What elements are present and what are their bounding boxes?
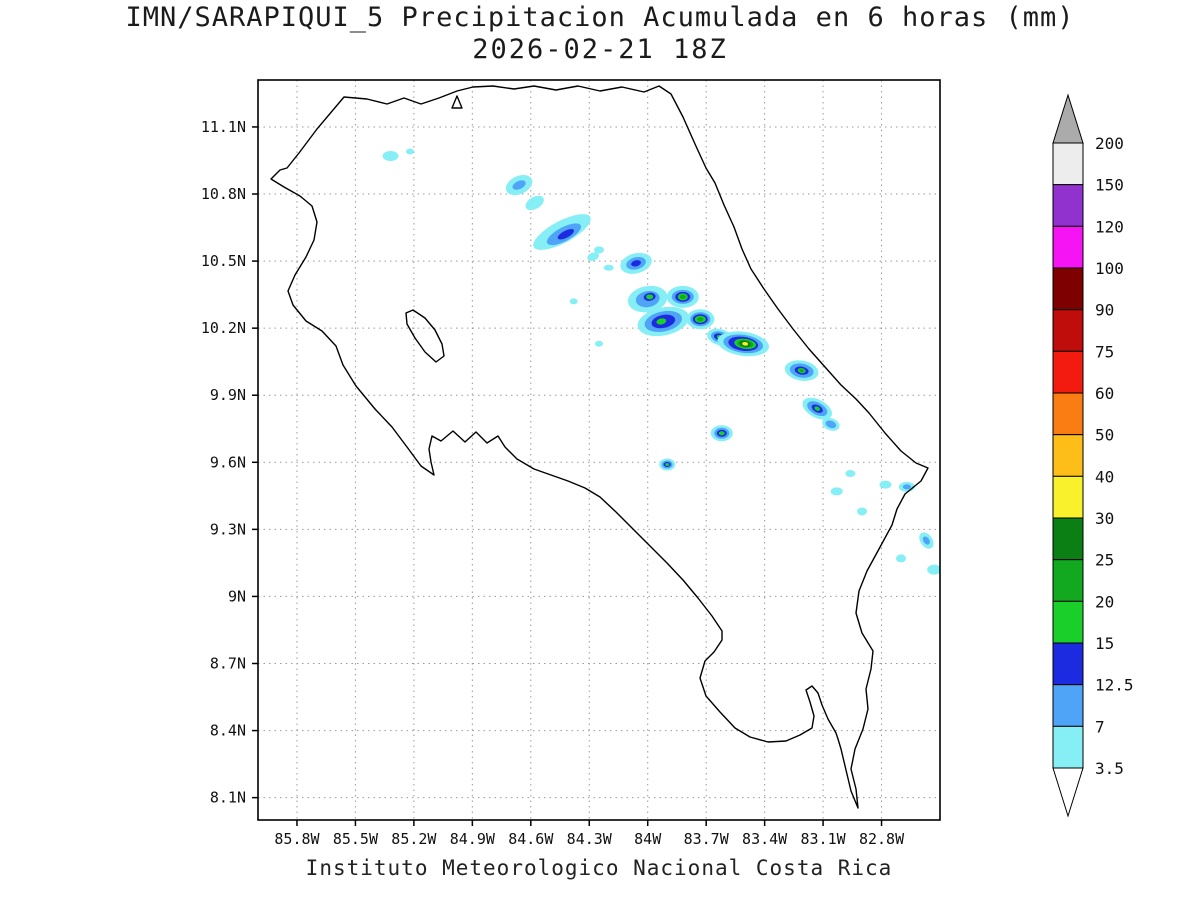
y-tick-label: 9.9N — [210, 386, 246, 404]
colorbar-label: 150 — [1095, 176, 1124, 195]
colorbar-label: 20 — [1095, 592, 1114, 611]
x-tick-label: 83.1W — [801, 830, 847, 848]
precip-cell — [665, 463, 669, 466]
x-tick-label: 83.7W — [684, 830, 730, 848]
colorbar-label: 90 — [1095, 301, 1114, 320]
x-tick-label: 84W — [634, 830, 662, 848]
map-canvas: 85.8W 85.5W 85.2W 84.9W 84.6W 84.3W 84W 83.7W 83… — [0, 0, 1200, 900]
precip-cell — [646, 294, 653, 299]
colorbar-segment — [1053, 726, 1083, 768]
precip-cell — [383, 151, 399, 161]
colorbar-label: 60 — [1095, 384, 1114, 403]
precip-cell — [697, 317, 703, 321]
precipitation-map-page: IMN/SARAPIQUI_5 Precipitacion Acumulada … — [0, 0, 1200, 900]
colorbar-segment — [1053, 560, 1083, 602]
precip-cell — [594, 246, 604, 253]
x-axis-labels: 85.8W 85.5W 85.2W 84.9W 84.6W 84.3W 84W 83.7W 83… — [274, 830, 905, 848]
colorbar-label: 25 — [1095, 551, 1114, 570]
colorbar-label: 75 — [1095, 342, 1114, 361]
precip-cell — [604, 265, 614, 271]
colorbar-label: 12.5 — [1095, 676, 1134, 695]
y-tick-label: 8.4N — [210, 722, 246, 740]
colorbar-segment — [1053, 226, 1083, 268]
colorbar: 200 150 120 100 90 75 60 50 40 30 25 20 15 12.5 7 3.5 — [1053, 95, 1134, 816]
y-tick-label: 9N — [228, 587, 246, 605]
footer-credit: Instituto Meteorologico Nacional Costa R… — [258, 856, 940, 880]
colorbar-label: 100 — [1095, 259, 1124, 278]
colorbar-label: 50 — [1095, 426, 1114, 445]
colorbar-segment — [1053, 268, 1083, 310]
precip-cell — [927, 565, 941, 575]
colorbar-above-triangle — [1053, 95, 1083, 143]
y-tick-label: 10.5N — [201, 252, 246, 270]
y-tick-label: 9.6N — [210, 453, 246, 471]
precip-cell — [831, 487, 843, 495]
colorbar-label: 15 — [1095, 634, 1114, 653]
precip-cell — [799, 369, 803, 372]
precip-cell — [896, 554, 906, 562]
precip-cell — [680, 295, 686, 299]
precip-cell — [845, 470, 855, 477]
precip-cell — [719, 431, 725, 435]
x-tick-label: 84.9W — [450, 830, 496, 848]
y-tick-label: 9.3N — [210, 520, 246, 538]
precip-cell — [570, 298, 578, 304]
precipitation-shading — [383, 149, 942, 575]
colorbar-below-triangle — [1053, 768, 1083, 816]
y-tick-label: 8.7N — [210, 655, 246, 673]
colorbar-segment — [1053, 476, 1083, 518]
colorbar-segment — [1053, 435, 1083, 477]
precip-cell — [595, 341, 603, 347]
colorbar-label: 120 — [1095, 217, 1124, 236]
colorbar-segment — [1053, 518, 1083, 560]
colorbar-label: 200 — [1095, 134, 1124, 153]
colorbar-segment — [1053, 185, 1083, 227]
colorbar-segment — [1053, 685, 1083, 727]
colorbar-label: 30 — [1095, 509, 1114, 528]
y-tick-label: 11.1N — [201, 118, 246, 136]
precip-cell — [879, 481, 891, 489]
y-tick-label: 10.2N — [201, 319, 246, 337]
precip-cell — [523, 193, 546, 213]
grid-lines — [258, 80, 940, 820]
colorbar-label: 3.5 — [1095, 759, 1124, 778]
colorbar-segment — [1053, 393, 1083, 435]
y-tick-label: 8.1N — [210, 789, 246, 807]
colorbar-label: 7 — [1095, 717, 1105, 736]
precip-cell — [406, 149, 414, 155]
colorbar-segment — [1053, 310, 1083, 352]
precip-cell — [857, 507, 867, 515]
colorbar-segment — [1053, 601, 1083, 643]
x-tick-label: 85.5W — [333, 830, 379, 848]
x-tick-label: 82.8W — [859, 830, 905, 848]
colorbar-label: 40 — [1095, 467, 1114, 486]
y-tick-label: 10.8N — [201, 185, 246, 203]
x-tick-label: 85.8W — [274, 830, 320, 848]
plot-frame — [258, 80, 940, 820]
x-tick-label: 84.6W — [508, 830, 554, 848]
y-axis-labels: 11.1N 10.8N 10.5N 10.2N 9.9N 9.6N 9.3N 9N 8.7N 8.… — [201, 118, 246, 807]
precip-cell — [903, 484, 911, 489]
x-tick-label: 84.3W — [567, 830, 613, 848]
colorbar-segment — [1053, 643, 1083, 685]
x-tick-label: 83.4W — [742, 830, 788, 848]
colorbar-segment — [1053, 143, 1083, 185]
x-tick-label: 85.2W — [391, 830, 437, 848]
colorbar-segment — [1053, 351, 1083, 393]
gulf-of-nicoya-outline — [406, 310, 444, 362]
small-island-outline — [452, 96, 462, 108]
